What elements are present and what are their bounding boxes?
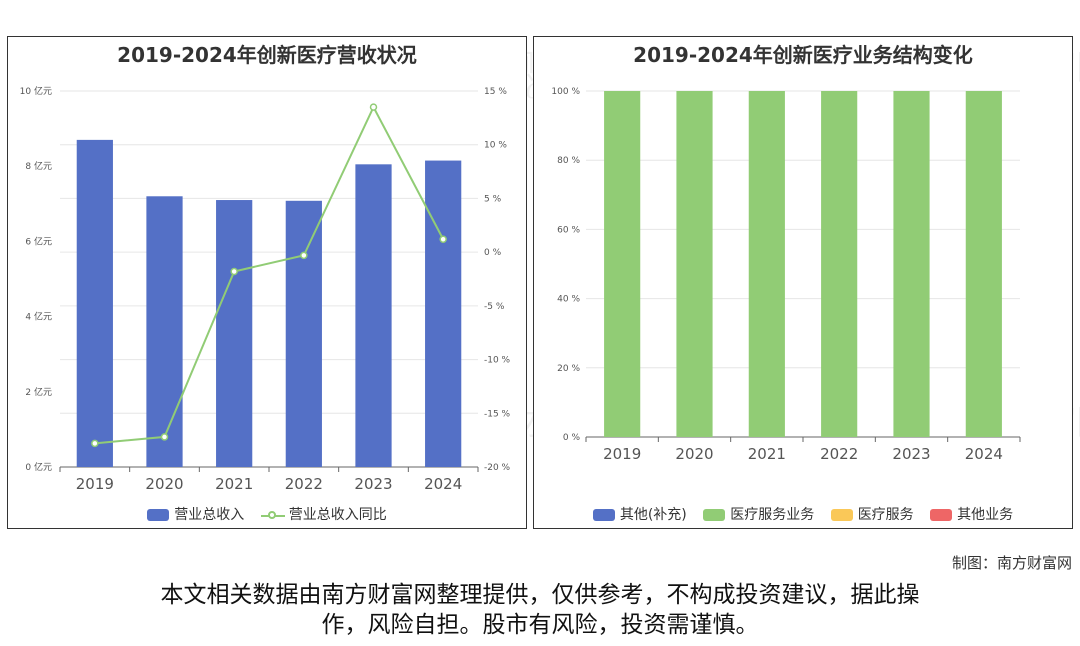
chart-legend: 营业总收入 营业总收入同比: [8, 504, 526, 524]
y-left-tick-label: 4 亿元: [25, 311, 52, 323]
y-tick-label: 100 %: [551, 87, 580, 97]
bar-structure-2023-series-1: [893, 91, 930, 437]
legend-swatch: [930, 509, 953, 521]
point-revenue-yoy-2021: [230, 267, 238, 276]
point-revenue-yoy-2023: [369, 103, 378, 111]
x-tick-label: 2021: [215, 475, 253, 493]
y-tick-label: 80 %: [557, 156, 580, 166]
y-right-tick-label: -15 %: [484, 409, 511, 419]
y-right-tick-label: 0 %: [484, 248, 502, 258]
x-tick-label: 2020: [675, 445, 713, 463]
revenue-chart: -20 % -15 % -10 % -5 % 0 % 5 % 10 % 15 % 0 亿元 2 亿…: [20, 85, 511, 493]
y-right-tick-label: -20 %: [484, 463, 511, 473]
chart-credit: 制图：南方财富网: [951, 554, 1072, 572]
bar-revenue-2020: [146, 196, 183, 467]
legend-item-revenue[interactable]: 营业总收入: [147, 504, 244, 524]
x-tick-label: 2024: [424, 475, 462, 493]
bar-structure-2019-series-1: [604, 91, 641, 437]
disclaimer-line: 作，风险自担。股市有风险，投资需谨慎。: [321, 612, 759, 638]
y-right-tick-label: 5 %: [484, 194, 502, 204]
y-tick-label: 0 %: [563, 433, 581, 443]
y-right-tick-label: -5 %: [484, 302, 505, 312]
chart-title: 2019-2024年创新医疗营收状况: [117, 43, 417, 67]
bar-revenue-2021: [216, 200, 253, 468]
bar-revenue-2023: [355, 164, 392, 467]
bar-structure-2021-series-1: [748, 91, 785, 437]
y-left-tick-label: 6 亿元: [25, 235, 52, 247]
bar-structure-2024-series-1: [965, 91, 1002, 437]
chart-title: 2019-2024年创新医疗业务结构变化: [633, 43, 973, 67]
legend-label: 营业总收入: [174, 507, 245, 523]
legend-item-medical-service[interactable]: 医疗服务: [830, 504, 914, 524]
legend-item-medical-service-business[interactable]: 医疗服务业务: [703, 504, 814, 524]
point-revenue-yoy-2019: [91, 439, 99, 448]
point-revenue-yoy-2022: [300, 251, 308, 260]
legend-label: 医疗服务: [857, 507, 914, 523]
bar-structure-2022-series-1: [821, 91, 858, 437]
legend-label: 营业总收入同比: [288, 507, 387, 523]
point-revenue-yoy-2020: [160, 433, 169, 441]
y-tick-label: 60 %: [557, 225, 580, 235]
disclaimer: 本文相关数据由南方财富网整理提供，仅供参考，不构成投资建议，据此操 作，风险自担…: [0, 580, 1080, 640]
legend-swatch: [592, 509, 615, 521]
line-revenue-yoy: [94, 104, 445, 445]
legend-item-revenue-yoy[interactable]: 营业总收入同比: [260, 504, 387, 524]
legend-item-other-business[interactable]: 其他业务: [930, 504, 1013, 524]
y-left-tick-label: 2 亿元: [25, 386, 52, 398]
x-tick-label: 2021: [748, 445, 786, 463]
y-left-tick-label: 10 亿元: [20, 85, 52, 97]
chart-legend: 其他(补充) 医疗服务业务 医疗服务 其他业务: [534, 504, 1072, 524]
bar-revenue-2022: [285, 200, 322, 468]
y-tick-label: 20 %: [557, 364, 580, 374]
x-tick-label: 2023: [354, 475, 392, 493]
x-tick-label: 2019: [76, 475, 114, 493]
y-right-tick-label: 15 %: [484, 87, 507, 97]
y-left-tick-label: 8 亿元: [25, 160, 52, 172]
x-tick-label: 2022: [285, 475, 323, 493]
x-tick-label: 2024: [965, 445, 1003, 463]
legend-label: 其他(补充): [619, 507, 687, 523]
bar-revenue-2024: [425, 160, 462, 467]
y-left-tick-label: 0 亿元: [25, 461, 52, 473]
x-tick-label: 2019: [603, 445, 641, 463]
bar-revenue-2019: [76, 139, 113, 467]
x-tick-label: 2022: [820, 445, 858, 463]
y-right-tick-label: 10 %: [484, 141, 507, 151]
x-tick-label: 2020: [145, 475, 183, 493]
disclaimer-line: 本文相关数据由南方财富网整理提供，仅供参考，不构成投资建议，据此操: [160, 582, 920, 608]
legend-swatch: [260, 509, 285, 521]
bar-structure-2020-series-1: [676, 91, 713, 437]
legend-swatch: [147, 509, 170, 521]
y-right-tick-label: -10 %: [484, 356, 511, 366]
y-tick-label: 40 %: [557, 295, 580, 305]
legend-item-other-supplement[interactable]: 其他(补充): [592, 504, 687, 524]
business-structure-chart: 0 % 20 % 40 % 60 % 80 % 100 % 2019 2020 2021 2022…: [551, 87, 1021, 463]
legend-label: 医疗服务业务: [730, 507, 815, 523]
point-revenue-yoy-2024: [439, 235, 447, 244]
x-tick-label: 2023: [892, 445, 930, 463]
legend-swatch: [703, 509, 726, 521]
legend-swatch: [830, 509, 853, 521]
legend-label: 其他业务: [957, 507, 1014, 523]
business-structure-chart-panel: 2019-2024年创新医疗业务结构变化 0 % 20 % 40 % 60 % 80 %…: [533, 36, 1073, 529]
revenue-chart-panel: 2019-2024年创新医疗营收状况 -20 % -15 % -10 % -5 % 0 …: [7, 36, 527, 529]
